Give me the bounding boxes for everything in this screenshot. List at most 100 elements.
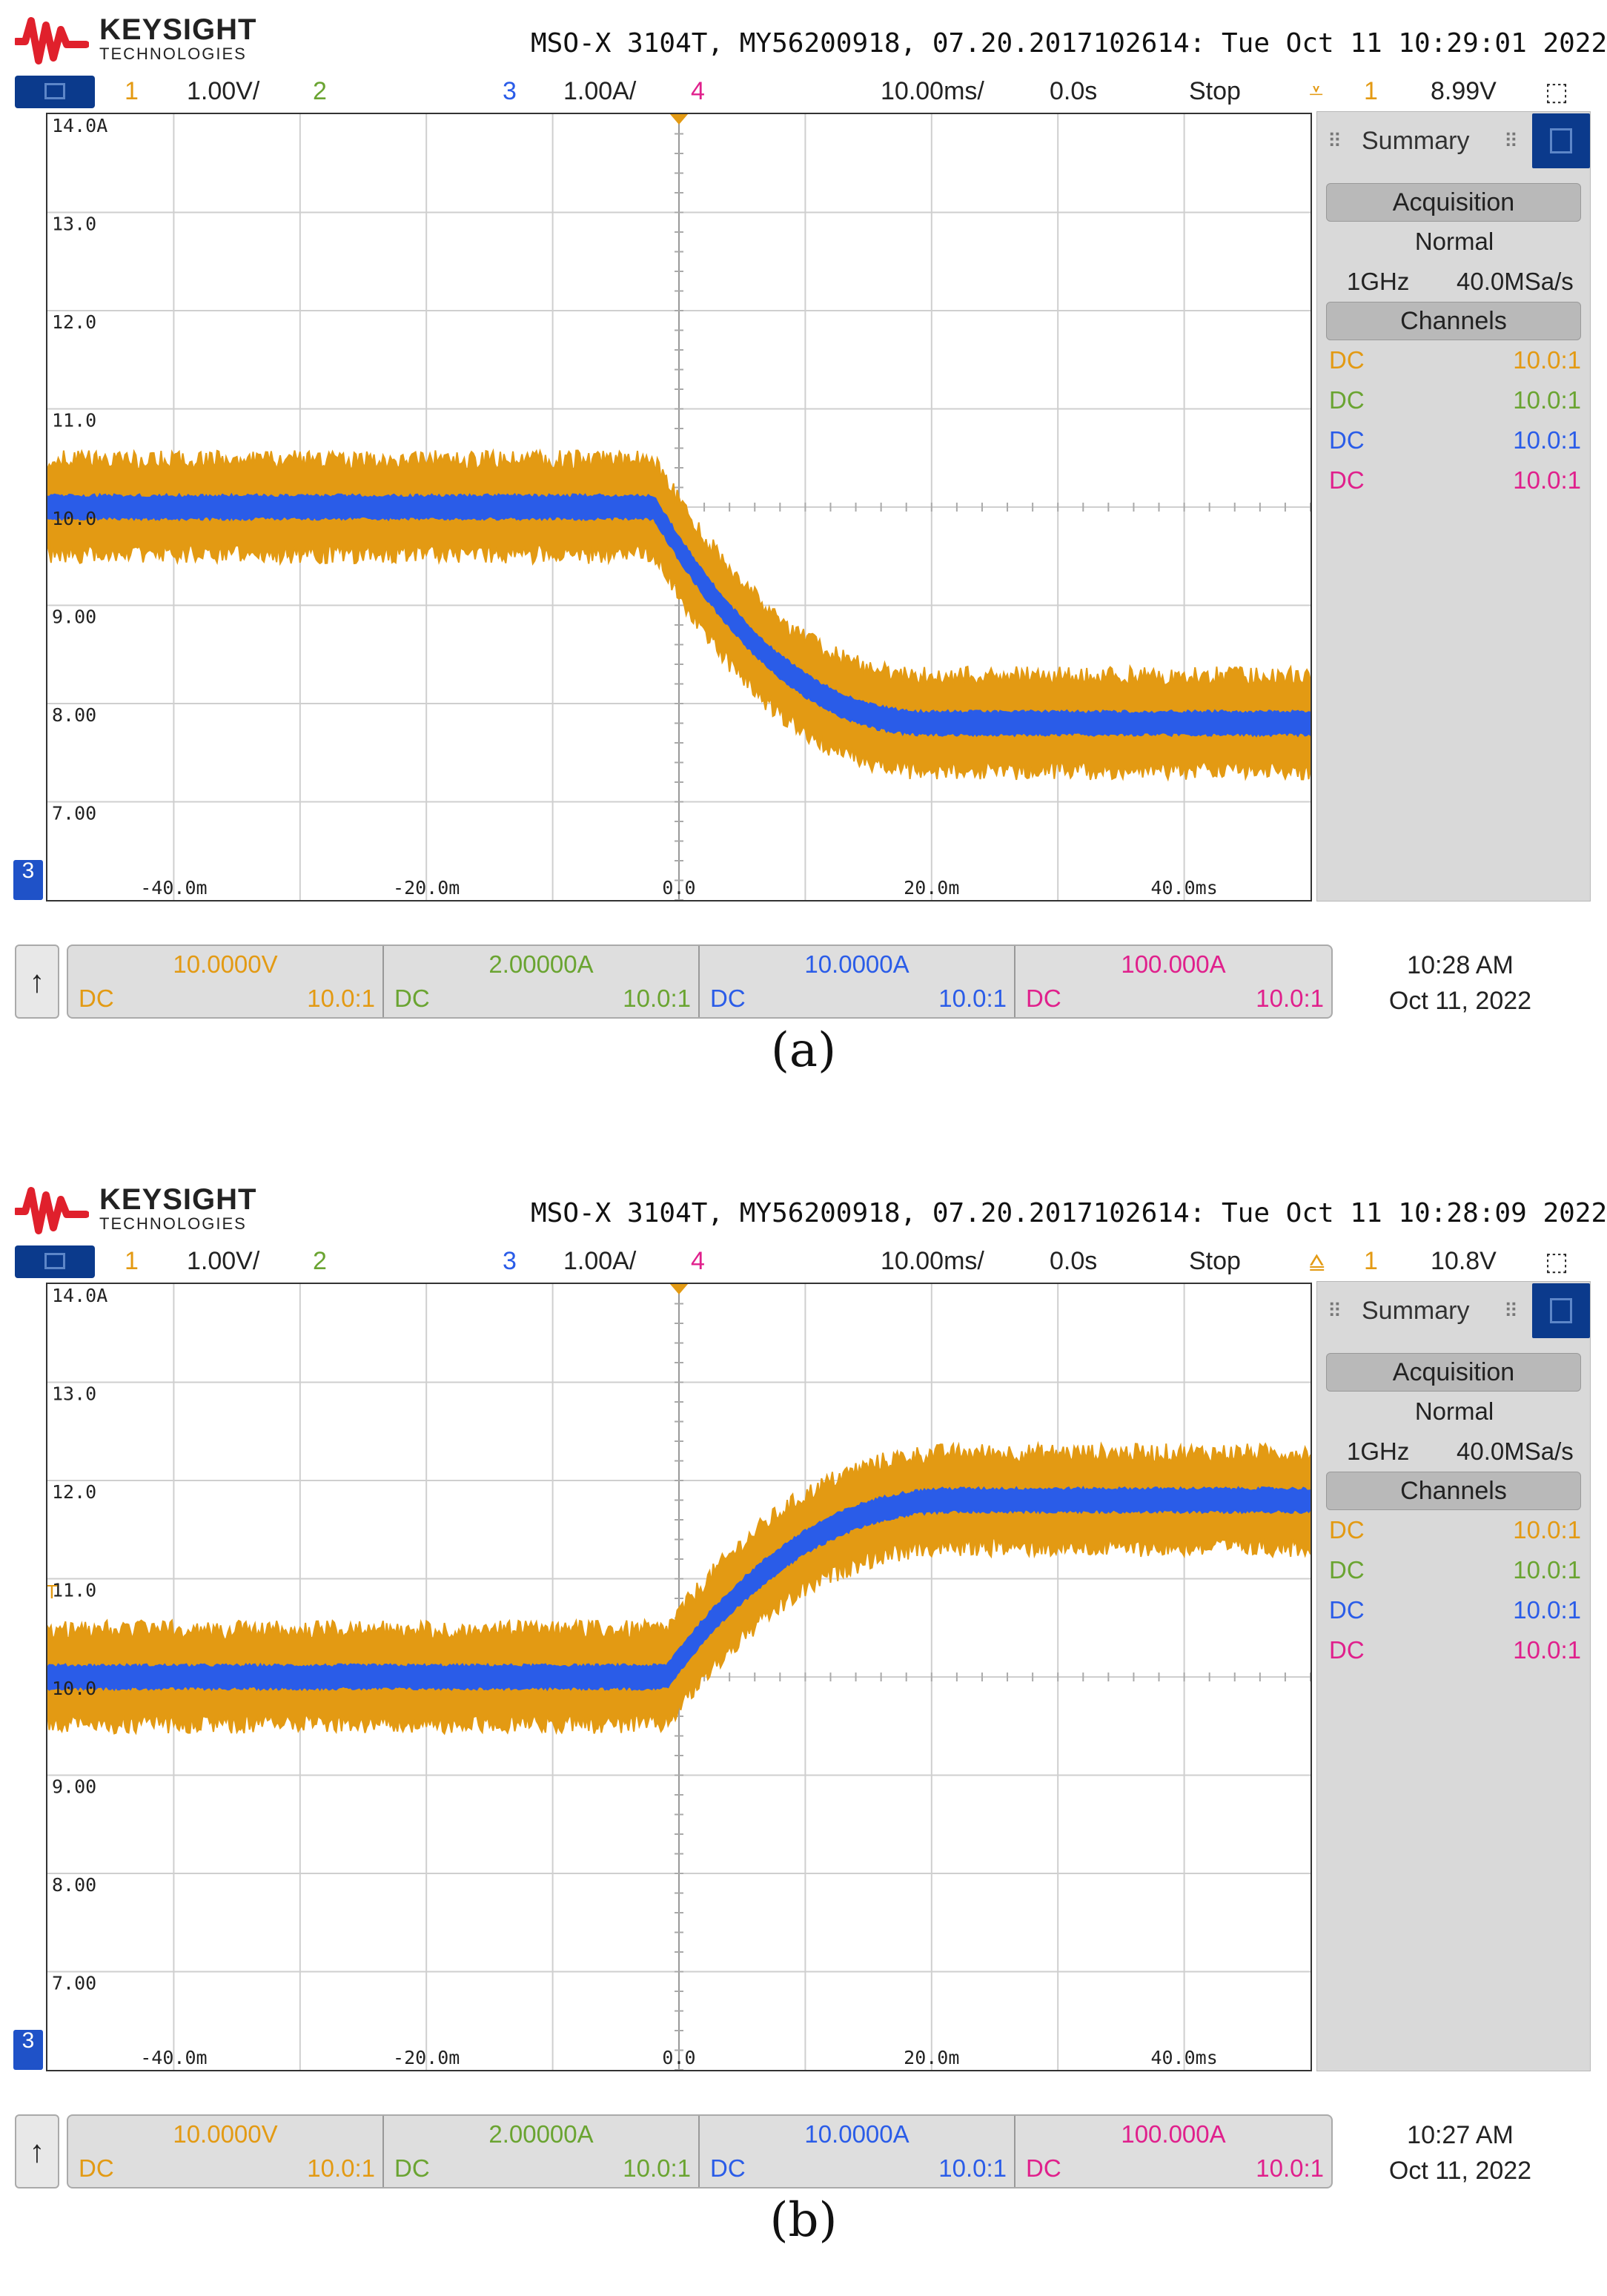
menu-icon[interactable] (15, 76, 95, 108)
y-tick-label: 8.00 (52, 1874, 96, 1896)
trigger-source[interactable]: 1 (1364, 77, 1378, 105)
delay[interactable]: 0.0s (1050, 77, 1098, 105)
x-tick-label: 20.0m (904, 877, 959, 899)
summary-panel: ⠿ Summary ⠿ Acquisition Normal 1GHz 40.0… (1316, 1281, 1591, 2071)
grip-icon[interactable]: ⠿ (1504, 1300, 1519, 1322)
ch3-scale[interactable]: 1.00A/ (563, 1247, 637, 1275)
ch1-number[interactable]: 1 (125, 77, 139, 105)
ch2-number[interactable]: 2 (313, 1247, 327, 1275)
channel-row-3: DC 10.0:1 (1329, 426, 1581, 454)
y-tick-label: 14.0A (52, 1285, 107, 1306)
scope-screenshot-a: KEYSIGHT TECHNOLOGIES MSO-X 3104T, MY562… (0, 0, 1607, 1078)
trigger-level-marker[interactable]: T (47, 535, 58, 557)
up-arrow-icon[interactable]: ↑ (15, 944, 59, 1019)
bandwidth: 1GHz (1347, 1438, 1410, 1465)
y-tick-label: 11.0 (52, 1580, 96, 1601)
ch1-scale[interactable]: 1.00V/ (187, 1247, 260, 1275)
ch2-box[interactable]: 2.00000A DC 10.0:1 (384, 2116, 700, 2187)
y-tick-label: 10.0 (52, 508, 96, 529)
ch3-scale[interactable]: 1.00A/ (563, 77, 637, 105)
y-tick-label: 13.0 (52, 214, 96, 235)
y-tick-label: 9.00 (52, 1776, 96, 1798)
summary-title[interactable]: Summary (1362, 127, 1470, 155)
trigger-source[interactable]: 1 (1364, 1247, 1378, 1275)
brand-sub: TECHNOLOGIES (99, 1214, 247, 1233)
ch1-scale[interactable]: 1.00V/ (187, 77, 260, 105)
run-state[interactable]: Stop (1189, 77, 1241, 105)
x-tick-label: 40.0ms (1150, 877, 1217, 899)
summary-menu-icon[interactable] (1532, 1283, 1590, 1338)
ch1-box[interactable]: 10.0000V DC 10.0:1 (68, 2116, 384, 2187)
menu-icon[interactable] (15, 1245, 95, 1278)
brand-name: KEYSIGHT (99, 13, 257, 46)
scope-display[interactable]: 14.0A 13.0 12.0 11.0 10.0 9.00 8.00 7.00 -40.0m -… (46, 1283, 1312, 2071)
ch4-number[interactable]: 4 (691, 77, 705, 105)
ch4-box[interactable]: 100.000A DC 10.0:1 (1026, 2120, 1324, 2182)
ch3-number[interactable]: 3 (503, 1247, 517, 1275)
grip-icon[interactable]: ⠿ (1328, 1300, 1342, 1322)
bandwidth: 1GHz (1347, 268, 1410, 295)
x-tick-label: -40.0m (140, 877, 207, 899)
up-arrow-icon[interactable]: ↑ (15, 2114, 59, 2189)
y-tick-label: 12.0 (52, 1481, 96, 1503)
x-tick-label: 40.0ms (1150, 2047, 1217, 2068)
trigger-level[interactable]: 8.99V (1431, 77, 1497, 105)
fit-screen-icon[interactable]: ⬚ (1545, 1248, 1569, 1276)
channel-row-4: DC 10.0:1 (1329, 466, 1581, 494)
ch3-ground-marker[interactable]: 3 (13, 2030, 43, 2070)
brand-name: KEYSIGHT (99, 1183, 257, 1216)
waveform-plot: 14.0A 13.0 12.0 11.0 10.0 9.00 8.00 7.00 -40.0m -… (47, 114, 1311, 900)
x-tick-label: -20.0m (393, 877, 460, 899)
timebase[interactable]: 10.00ms/ (881, 77, 984, 105)
brand-sub: TECHNOLOGIES (99, 44, 247, 63)
keysight-wave-logo-icon (15, 17, 89, 64)
trigger-level[interactable]: 10.8V (1431, 1247, 1497, 1275)
ch3-waveform (47, 1485, 1311, 1692)
ch3-ground-marker[interactable]: 3 (13, 860, 43, 900)
scope-display[interactable]: 14.0A 13.0 12.0 11.0 10.0 9.00 8.00 7.00 -40.0m -… (46, 113, 1312, 901)
y-tick-label: 13.0 (52, 1383, 96, 1405)
grip-icon[interactable]: ⠿ (1328, 130, 1342, 152)
clock: 10:27 AM Oct 11, 2022 (1379, 2117, 1542, 2189)
trigger-level-marker[interactable]: T (47, 1581, 58, 1603)
y-tick-label: 7.00 (52, 803, 96, 824)
scope-title: MSO-X 3104T, MY56200918, 07.20.201710261… (531, 28, 1607, 59)
ch2-number[interactable]: 2 (313, 77, 327, 105)
figure-caption: (a) (770, 1023, 837, 1078)
sample-rate: 40.0MSa/s (1457, 268, 1574, 295)
channel-row-1: DC 10.0:1 (1329, 346, 1581, 374)
ch1-number[interactable]: 1 (125, 1247, 139, 1275)
delay[interactable]: 0.0s (1050, 1247, 1098, 1275)
run-state[interactable]: Stop (1189, 1247, 1241, 1275)
timebase[interactable]: 10.00ms/ (881, 1247, 984, 1275)
summary-panel: ⠿ Summary ⠿ Acquisition Normal 1GHz 40.0… (1316, 111, 1591, 901)
ch2-box[interactable]: 2.00000A DC 10.0:1 (384, 946, 700, 1017)
ch4-number[interactable]: 4 (691, 1247, 705, 1275)
channel-boxes: 10.0000V DC 10.0:1 2.00000A DC 10.0:1 10.000… (67, 944, 1333, 1019)
ch3-number[interactable]: 3 (503, 77, 517, 105)
ch3-box[interactable]: 10.0000A DC 10.0:1 (700, 2116, 1015, 2187)
y-tick-label: 7.00 (52, 1973, 96, 1994)
clock-time: 10:27 AM (1407, 2121, 1514, 2149)
acquisition-mode: Normal (1414, 1397, 1494, 1425)
summary-title[interactable]: Summary (1362, 1297, 1470, 1325)
y-tick-label: 9.00 (52, 606, 96, 628)
ch4-box[interactable]: 100.000A DC 10.0:1 (1026, 950, 1324, 1012)
trigger-position-marker[interactable] (670, 114, 688, 125)
trigger-position-marker[interactable] (670, 1284, 688, 1294)
ch1-box[interactable]: 10.0000V DC 10.0:1 (68, 946, 384, 1017)
x-tick-label: 20.0m (904, 2047, 959, 2068)
trigger-edge-icon[interactable]: ⩠ (1309, 1247, 1325, 1275)
ch1-waveform (47, 448, 1311, 782)
channels-header: Channels (1326, 302, 1581, 340)
grip-icon[interactable]: ⠿ (1504, 130, 1519, 152)
channel-row-1: DC 10.0:1 (1329, 1516, 1581, 1544)
y-tick-label: 10.0 (52, 1678, 96, 1699)
ch1-waveform (47, 1440, 1311, 1736)
y-tick-label: 12.0 (52, 311, 96, 333)
trigger-edge-icon[interactable]: ⩡ (1309, 77, 1324, 105)
summary-menu-icon[interactable] (1532, 113, 1590, 168)
ch3-box[interactable]: 10.0000A DC 10.0:1 (700, 946, 1015, 1017)
fit-screen-icon[interactable]: ⬚ (1545, 78, 1569, 106)
clock-date: Oct 11, 2022 (1388, 987, 1532, 1015)
